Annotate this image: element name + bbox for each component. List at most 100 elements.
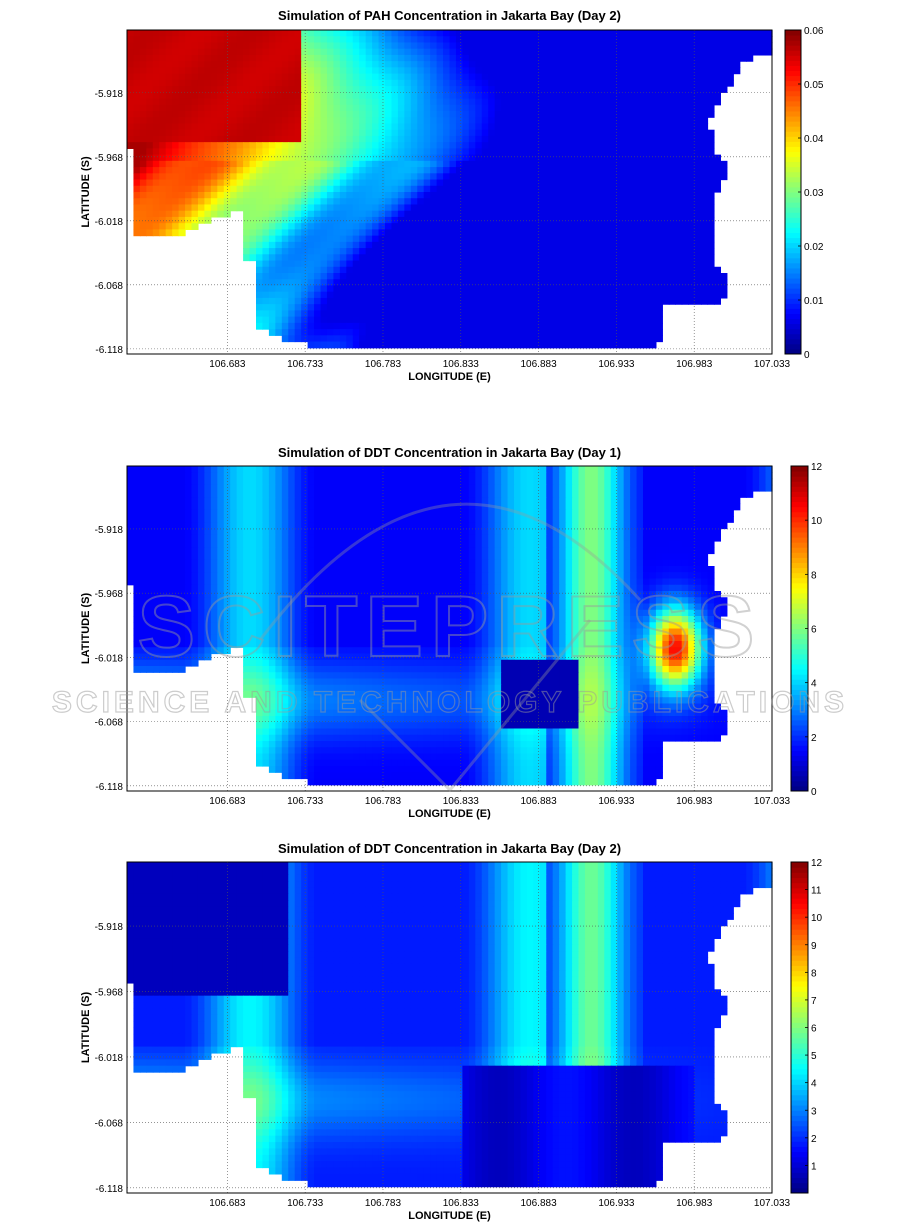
heatmap-cell (288, 117, 295, 124)
colorbar-segment (785, 227, 801, 233)
heatmap-cell (708, 267, 715, 274)
heatmap-cell (217, 42, 224, 49)
heatmap-cell (417, 123, 424, 130)
colorbar-segment (785, 202, 801, 208)
heatmap-cell (585, 67, 592, 74)
heatmap-cell (527, 204, 534, 211)
heatmap-cell (417, 92, 424, 99)
heatmap-cell (695, 229, 702, 236)
heatmap-cell (462, 254, 469, 261)
heatmap-cell (256, 167, 263, 174)
heatmap-cell (437, 267, 444, 274)
heatmap-cell (591, 99, 598, 106)
heatmap-cell (230, 99, 237, 106)
heatmap-cell (217, 111, 224, 118)
heatmap-cell (159, 173, 166, 180)
heatmap-cell (262, 86, 269, 93)
heatmap-cell (501, 479, 508, 486)
heatmap-cell (411, 74, 418, 81)
heatmap-cell (443, 317, 450, 324)
heatmap-cell (379, 497, 386, 504)
heatmap-cell (527, 285, 534, 292)
heatmap-cell (275, 30, 282, 37)
heatmap-cell (327, 323, 334, 330)
heatmap-cell (701, 261, 708, 268)
heatmap-cell (559, 292, 566, 299)
heatmap-cell (333, 229, 340, 236)
x-tick-label: 107.033 (754, 359, 791, 370)
heatmap-cell (695, 36, 702, 43)
heatmap-cell (411, 136, 418, 143)
heatmap-cell (379, 335, 386, 342)
heatmap-cell (469, 86, 476, 93)
heatmap-cell (469, 248, 476, 255)
heatmap-cell (475, 298, 482, 305)
heatmap-cell (753, 466, 760, 473)
heatmap-cell (450, 248, 457, 255)
heatmap-cell (540, 123, 547, 130)
heatmap-cell (527, 180, 534, 187)
heatmap-cell (591, 148, 598, 155)
heatmap-cell (243, 466, 250, 473)
heatmap-cell (172, 148, 179, 155)
heatmap-cell (340, 491, 347, 498)
heatmap-cell (346, 304, 353, 311)
heatmap-cell (295, 204, 302, 211)
heatmap-cell (566, 472, 573, 479)
heatmap-cell (611, 99, 618, 106)
heatmap-cell (546, 161, 553, 168)
heatmap-cell (540, 204, 547, 211)
heatmap-cell (321, 304, 328, 311)
heatmap-cell (585, 204, 592, 211)
heatmap-cell (146, 148, 153, 155)
heatmap-cell (708, 167, 715, 174)
heatmap-cell (314, 304, 321, 311)
heatmap-cell (708, 192, 715, 199)
heatmap-cell (379, 192, 386, 199)
heatmap-cell (624, 42, 631, 49)
heatmap-cell (611, 342, 618, 349)
heatmap-cell (450, 491, 457, 498)
heatmap-cell (714, 167, 721, 174)
heatmap-cell (166, 485, 173, 492)
heatmap-cell (443, 466, 450, 473)
heatmap-cell (153, 485, 160, 492)
heatmap-cell (637, 92, 644, 99)
heatmap-cell (540, 342, 547, 349)
heatmap-cell (514, 236, 521, 243)
heatmap-cell (656, 105, 663, 112)
heatmap-cell (288, 180, 295, 187)
heatmap-cell (649, 485, 656, 492)
heatmap-cell (340, 161, 347, 168)
heatmap-cell (727, 49, 734, 56)
heatmap-cell (372, 180, 379, 187)
heatmap-cell (127, 42, 134, 49)
heatmap-cell (140, 466, 147, 473)
heatmap-cell (714, 491, 721, 498)
heatmap-cell (250, 497, 257, 504)
heatmap-cell (546, 342, 553, 349)
heatmap-cell (366, 67, 373, 74)
heatmap-cell (346, 155, 353, 162)
heatmap-cell (282, 155, 289, 162)
heatmap-cell (488, 130, 495, 137)
heatmap-cell (372, 223, 379, 230)
heatmap-cell (417, 36, 424, 43)
heatmap-cell (430, 105, 437, 112)
heatmap-cell (411, 204, 418, 211)
heatmap-cell (566, 130, 573, 137)
heatmap-cell (159, 466, 166, 473)
heatmap-cell (708, 254, 715, 261)
heatmap-cell (533, 99, 540, 106)
heatmap-cell (682, 217, 689, 224)
heatmap-cell (391, 49, 398, 56)
heatmap-cell (269, 497, 276, 504)
heatmap-cell (695, 223, 702, 230)
heatmap-cell (482, 242, 489, 249)
heatmap-cell (424, 148, 431, 155)
heatmap-cell (172, 497, 179, 504)
heatmap-cell (553, 491, 560, 498)
heatmap-cell (598, 254, 605, 261)
heatmap-cell (269, 242, 276, 249)
heatmap-cell (353, 74, 360, 81)
